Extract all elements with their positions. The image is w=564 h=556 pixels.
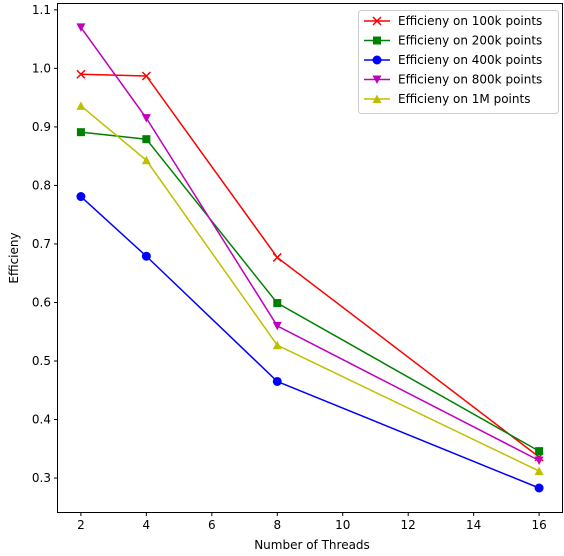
data-point — [272, 252, 282, 262]
x-tick-label: 2 — [77, 518, 85, 532]
x-tick-label: 8 — [273, 518, 281, 532]
data-point — [141, 114, 151, 123]
x-axis-label: Number of Threads — [254, 538, 370, 552]
x-tick-label: 12 — [401, 518, 416, 532]
legend-item: Efficieny on 1M points — [364, 92, 530, 106]
legend-item: Efficieny on 400k points — [364, 53, 542, 67]
data-point — [76, 101, 86, 110]
data-point — [272, 321, 282, 331]
y-tick-label: 0.9 — [32, 120, 51, 134]
legend-label: Efficieny on 1M points — [398, 92, 530, 106]
x-tick-label: 10 — [335, 518, 350, 532]
series-layer — [76, 23, 544, 493]
data-point — [76, 23, 86, 32]
legend-box — [358, 10, 559, 114]
data-point — [534, 456, 544, 465]
series-line — [80, 131, 540, 452]
y-tick-label: 0.8 — [32, 178, 51, 192]
legend-label: Efficieny on 100k points — [398, 14, 542, 28]
data-point — [76, 69, 86, 79]
x-tick-label: 4 — [143, 518, 151, 532]
x-tick-label: 14 — [466, 518, 481, 532]
data-point — [141, 251, 151, 261]
data-point — [535, 447, 544, 456]
legend: Efficieny on 100k points Efficieny on 200… — [358, 10, 559, 114]
y-tick-label: 0.5 — [32, 354, 51, 368]
plot-frame — [57, 3, 563, 513]
y-tick-label: 1.1 — [32, 3, 51, 17]
legend-label: Efficieny on 200k points — [398, 34, 542, 48]
legend-marker — [372, 94, 382, 103]
x-axis-ticks: 2 4 6 8 10 12 14 16 — [77, 512, 547, 532]
legend-item: Efficieny on 200k points — [364, 34, 542, 48]
legend-label: Efficieny on 400k points — [398, 53, 542, 67]
series-line — [80, 105, 540, 472]
legend-item: Efficieny on 800k points — [364, 73, 542, 87]
series-4 — [76, 23, 544, 465]
series-line — [80, 195, 540, 489]
y-axis-label: Efficieny — [7, 232, 21, 283]
series-line — [80, 26, 540, 462]
x-tick-label: 6 — [208, 518, 216, 532]
data-point — [142, 135, 151, 144]
y-tick-label: 0.7 — [32, 237, 51, 251]
data-point — [534, 483, 544, 493]
x-tick-label: 16 — [531, 518, 546, 532]
legend-marker — [372, 75, 382, 84]
series-5 — [76, 101, 544, 476]
legend-item: Efficieny on 100k points — [364, 14, 542, 28]
data-point — [141, 155, 151, 165]
y-tick-label: 1.0 — [32, 61, 51, 75]
data-point — [273, 299, 282, 308]
legend-marker — [372, 55, 382, 65]
data-point — [534, 466, 544, 476]
data-point — [272, 376, 282, 386]
y-tick-label: 0.3 — [32, 471, 51, 485]
legend-marker — [372, 16, 382, 26]
series-line — [80, 73, 540, 458]
data-point — [272, 340, 282, 350]
y-tick-label: 0.6 — [32, 295, 51, 309]
data-point — [76, 192, 86, 202]
legend-label: Efficieny on 800k points — [398, 73, 542, 87]
y-tick-label: 0.4 — [32, 413, 51, 427]
series-1 — [76, 69, 544, 462]
series-3 — [76, 192, 544, 493]
data-point — [76, 128, 85, 137]
legend-marker — [373, 36, 381, 45]
data-point — [141, 71, 151, 81]
y-axis-ticks: 0.3 0.4 0.5 0.6 0.7 0.8 0.9 1.0 1.1 — [32, 3, 58, 485]
